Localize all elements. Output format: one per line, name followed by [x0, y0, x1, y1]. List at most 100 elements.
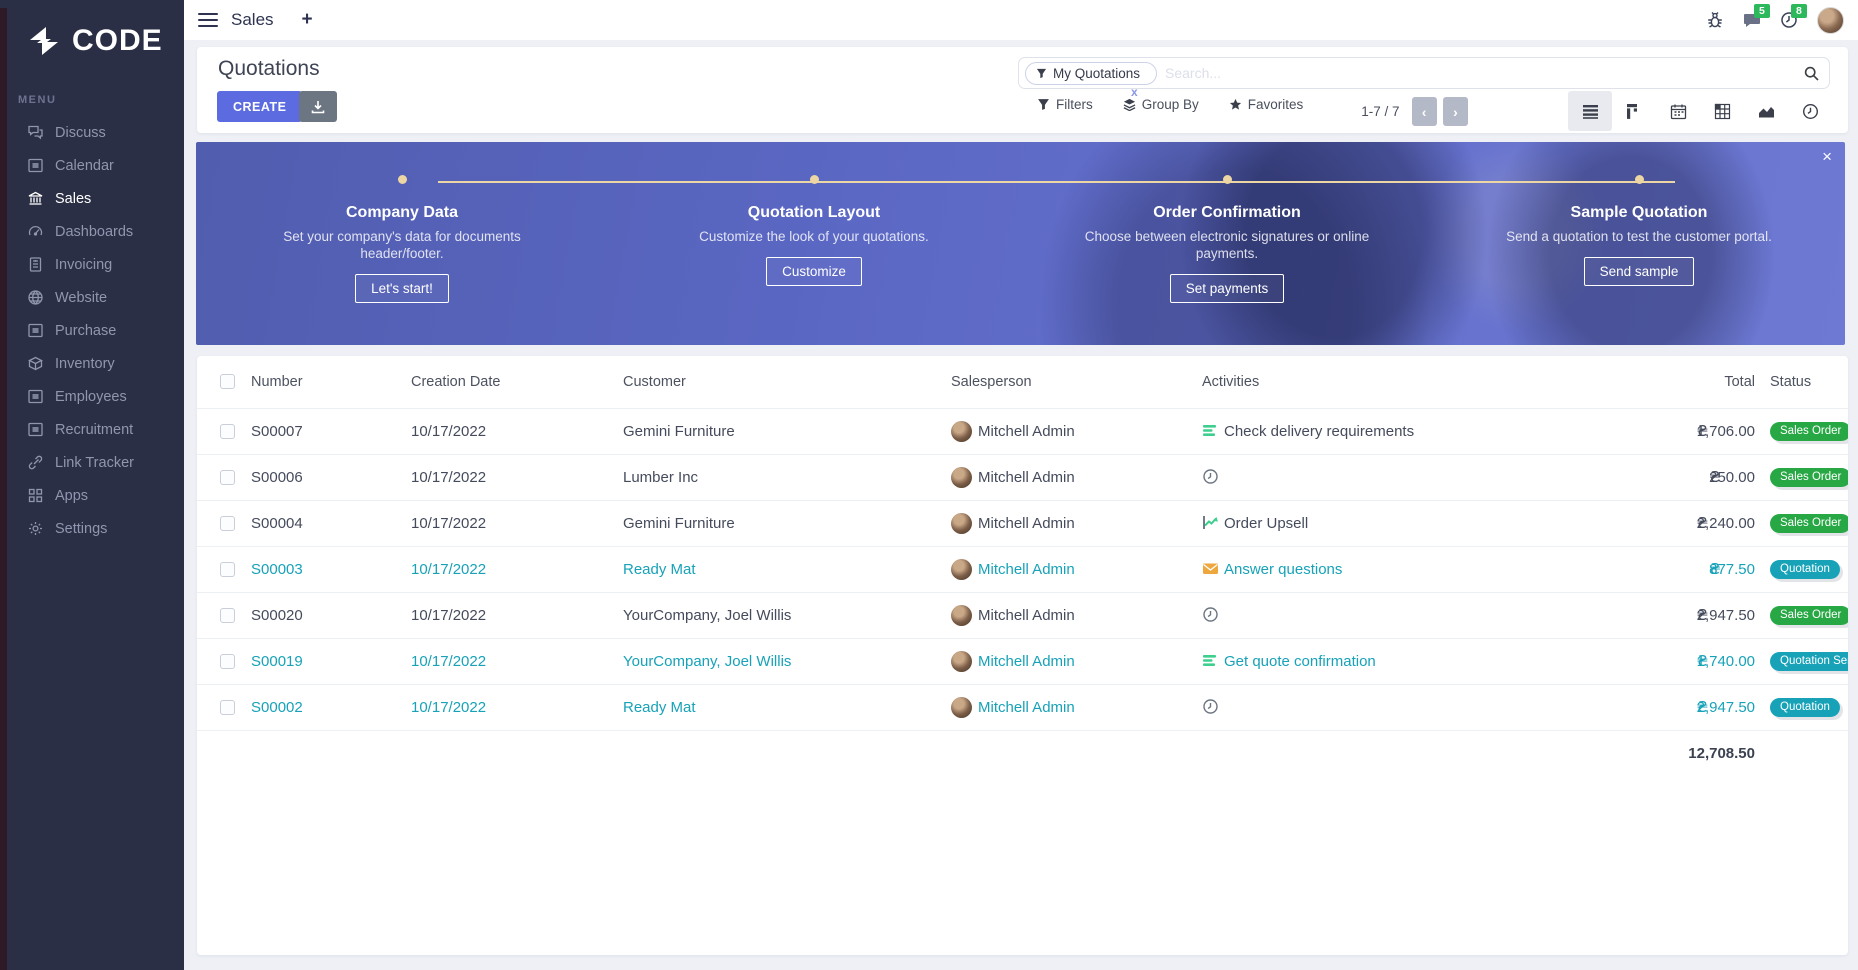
row-checkbox[interactable] — [220, 607, 235, 623]
cell-activities[interactable]: Answer questions — [1192, 545, 1517, 592]
col-header-customer[interactable]: Customer — [623, 373, 686, 390]
favorites-button[interactable]: Favorites — [1229, 97, 1303, 112]
select-all-checkbox[interactable] — [220, 374, 235, 390]
step-action-button[interactable]: Let's start! — [355, 274, 449, 303]
cell-creation-date[interactable]: 10/17/2022 — [401, 637, 613, 684]
row-checkbox[interactable] — [220, 469, 235, 485]
sidebar-item-calendar[interactable]: Calendar — [0, 149, 184, 182]
sidebar-item-apps[interactable]: Apps — [0, 479, 184, 512]
table-row[interactable]: S00003 10/17/2022 Ready Mat Mitchell Admin A… — [197, 545, 1848, 592]
table-row[interactable]: S00020 10/17/2022 YourCompany, Joel Willis… — [197, 591, 1848, 638]
cell-customer[interactable]: Gemini Furniture — [613, 407, 941, 454]
logo[interactable]: CODE — [0, 0, 184, 58]
hamburger-menu-icon[interactable] — [198, 12, 218, 28]
kanban-view-icon[interactable] — [1612, 91, 1656, 131]
col-header-status[interactable]: Status — [1770, 373, 1812, 390]
user-avatar[interactable] — [1817, 6, 1844, 34]
cell-number[interactable]: S00006 — [241, 453, 401, 500]
export-button[interactable] — [299, 91, 337, 122]
row-checkbox[interactable] — [220, 561, 235, 577]
sidebar-item-settings[interactable]: Settings — [0, 512, 184, 545]
sidebar-item-purchase[interactable]: Purchase — [0, 314, 184, 347]
current-app-name[interactable]: Sales — [231, 10, 274, 29]
sidebar-item-invoicing[interactable]: Invoicing — [0, 248, 184, 281]
cell-salesperson[interactable]: Mitchell Admin — [941, 591, 1192, 638]
graph-view-icon[interactable] — [1744, 91, 1788, 131]
cell-number[interactable]: S00002 — [241, 683, 401, 730]
col-header-total[interactable]: Total — [1724, 373, 1755, 390]
cell-creation-date[interactable]: 10/17/2022 — [401, 591, 613, 638]
cell-salesperson[interactable]: Mitchell Admin — [941, 453, 1192, 500]
col-header-activities[interactable]: Activities — [1202, 373, 1260, 390]
search-facet-my-quotations[interactable]: My Quotations — [1025, 62, 1158, 85]
table-row[interactable]: S00007 10/17/2022 Gemini Furniture Mitchell… — [197, 407, 1848, 454]
cell-activities[interactable] — [1192, 453, 1517, 500]
row-checkbox[interactable] — [220, 653, 235, 669]
cell-customer[interactable]: Gemini Furniture — [613, 499, 941, 546]
cell-salesperson[interactable]: Mitchell Admin — [941, 637, 1192, 684]
cell-number[interactable]: S00003 — [241, 545, 401, 592]
cell-creation-date[interactable]: 10/17/2022 — [401, 683, 613, 730]
row-checkbox[interactable] — [220, 515, 235, 531]
table-row[interactable]: S00006 10/17/2022 Lumber Inc Mitchell Admin… — [197, 453, 1848, 500]
cell-number[interactable]: S00004 — [241, 499, 401, 546]
create-button[interactable]: CREATE — [217, 91, 303, 122]
cell-creation-date[interactable]: 10/17/2022 — [401, 453, 613, 500]
row-checkbox[interactable] — [220, 699, 235, 715]
col-header-salesperson[interactable]: Salesperson — [951, 373, 1032, 390]
banner-close-icon[interactable]: × — [1822, 147, 1832, 166]
sidebar-item-recruitment[interactable]: Recruitment — [0, 413, 184, 446]
sidebar-item-website[interactable]: Website — [0, 281, 184, 314]
messages-icon[interactable]: 5 — [1743, 4, 1770, 29]
cell-customer[interactable]: YourCompany, Joel Willis — [613, 637, 941, 684]
sidebar-item-inventory[interactable]: Inventory — [0, 347, 184, 380]
pager-next-button[interactable]: › — [1443, 97, 1468, 126]
cell-customer[interactable]: Ready Mat — [613, 683, 941, 730]
cell-customer[interactable]: Ready Mat — [613, 545, 941, 592]
table-row[interactable]: S00004 10/17/2022 Gemini Furniture Mitchell… — [197, 499, 1848, 546]
search-bar[interactable]: My Quotations x Search... — [1018, 57, 1830, 99]
sidebar-item-dashboards[interactable]: Dashboards — [0, 215, 184, 248]
list-view-icon[interactable] — [1568, 91, 1612, 131]
cell-salesperson[interactable]: Mitchell Admin — [941, 407, 1192, 454]
calendar-view-icon[interactable] — [1656, 91, 1700, 131]
cell-number[interactable]: S00020 — [241, 591, 401, 638]
table-row[interactable]: S00002 10/17/2022 Ready Mat Mitchell Admin ₴… — [197, 683, 1848, 730]
cell-activities[interactable] — [1192, 591, 1517, 638]
activity-view-icon[interactable] — [1788, 91, 1832, 131]
cell-salesperson[interactable]: Mitchell Admin — [941, 499, 1192, 546]
sidebar-item-sales[interactable]: Sales — [0, 182, 184, 215]
row-checkbox[interactable] — [220, 423, 235, 439]
cell-salesperson[interactable]: Mitchell Admin — [941, 683, 1192, 730]
cell-number[interactable]: S00007 — [241, 407, 401, 454]
pager-prev-button[interactable]: ‹ — [1411, 97, 1437, 126]
step-action-button[interactable]: Set payments — [1169, 274, 1285, 303]
step-action-button[interactable]: Send sample — [1583, 257, 1695, 286]
cell-creation-date[interactable]: 10/17/2022 — [401, 407, 613, 454]
step-action-button[interactable]: Customize — [766, 257, 862, 286]
search-icon[interactable] — [1804, 66, 1819, 86]
table-row[interactable]: S00019 10/17/2022 YourCompany, Joel Willis… — [197, 637, 1848, 684]
cell-activities[interactable]: Check delivery requirements — [1192, 407, 1517, 454]
activities-clock-icon[interactable]: 8 — [1780, 4, 1807, 29]
sidebar-item-employees[interactable]: Employees — [0, 380, 184, 413]
sidebar-item-discuss[interactable]: Discuss — [0, 116, 184, 149]
bug-icon[interactable] — [1706, 11, 1724, 29]
sidebar-item-link-tracker[interactable]: Link Tracker — [0, 446, 184, 479]
cell-activities[interactable] — [1192, 683, 1517, 730]
cell-customer[interactable]: Lumber Inc — [613, 453, 941, 500]
facet-remove-icon[interactable]: x — [1131, 85, 1138, 99]
cell-creation-date[interactable]: 10/17/2022 — [401, 499, 613, 546]
filters-button[interactable]: Filters — [1037, 97, 1093, 112]
pivot-view-icon[interactable] — [1700, 91, 1744, 131]
cell-salesperson[interactable]: Mitchell Admin — [941, 545, 1192, 592]
col-header-creation-date[interactable]: Creation Date — [411, 373, 501, 390]
cell-customer[interactable]: YourCompany, Joel Willis — [613, 591, 941, 638]
cell-number[interactable]: S00019 — [241, 637, 401, 684]
add-tab-button[interactable]: + — [301, 9, 313, 30]
cell-activities[interactable]: Get quote confirmation — [1192, 637, 1517, 684]
col-header-number[interactable]: Number — [251, 373, 303, 390]
groupby-button[interactable]: Group By — [1123, 97, 1199, 112]
cell-activities[interactable]: Order Upsell — [1192, 499, 1517, 546]
cell-creation-date[interactable]: 10/17/2022 — [401, 545, 613, 592]
